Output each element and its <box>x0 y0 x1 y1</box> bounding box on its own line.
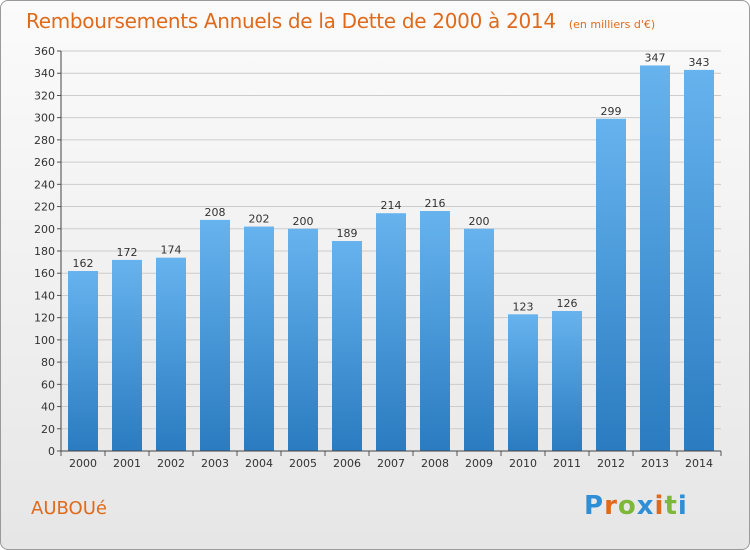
logo-letter: o <box>617 491 637 521</box>
x-tick-label: 2004 <box>245 457 273 470</box>
bar-2014 <box>684 69 714 451</box>
x-axis-ticks: 2000 2001 2002 2003 2004 2005 2006 2007 2008 2009… <box>60 451 722 470</box>
y-axis-ticks: 0 20 40 60 80 100 120 140 160 180 200 220 240 260 280 3… <box>34 45 61 458</box>
chart-title-block: Remboursements Annuels de la Dette de 20… <box>26 9 655 33</box>
chart-title: Remboursements Annuels de la Dette de 20… <box>26 9 556 33</box>
data-label-2011: 126 <box>557 297 578 310</box>
bar-2004 <box>244 226 274 451</box>
y-tick-label: 240 <box>34 178 55 191</box>
x-tick-label: 2010 <box>509 457 537 470</box>
y-tick-label: 120 <box>34 312 55 325</box>
data-label-2008: 216 <box>425 197 446 210</box>
y-tick-label: 300 <box>34 112 55 125</box>
data-label-2000: 162 <box>73 257 94 270</box>
logo-letter: i <box>677 491 688 521</box>
logo-letter: P <box>584 491 605 521</box>
data-label-2004: 202 <box>249 213 270 226</box>
y-tick-label: 0 <box>48 445 55 458</box>
x-tick-label: 2012 <box>597 457 625 470</box>
bar-2005 <box>288 228 318 451</box>
data-labels: 162 172 174 208 202 200 189 214 216 200 123 126 299 3… <box>73 51 710 313</box>
y-tick-label: 200 <box>34 223 55 236</box>
data-label-2009: 200 <box>469 215 490 228</box>
bar-2008 <box>420 211 450 451</box>
commune-name: AUBOUé <box>31 498 107 519</box>
logo-letter: x <box>636 491 655 521</box>
y-tick-label: 180 <box>34 245 55 258</box>
x-tick-label: 2009 <box>465 457 493 470</box>
logo-letter: r <box>604 491 618 521</box>
data-label-2012: 299 <box>601 105 622 118</box>
x-tick-label: 2008 <box>421 457 449 470</box>
bar-2007 <box>376 213 406 451</box>
y-tick-label: 280 <box>34 134 55 147</box>
y-tick-label: 140 <box>34 289 55 302</box>
y-tick-label: 80 <box>41 356 55 369</box>
proxiti-logo: Proxiti <box>584 491 688 521</box>
y-tick-label: 100 <box>34 334 55 347</box>
bar-2012 <box>596 118 626 452</box>
data-label-2007: 214 <box>381 199 402 212</box>
logo-letter: t <box>664 491 678 521</box>
bar-2006 <box>332 241 362 451</box>
y-tick-label: 40 <box>41 401 55 414</box>
y-tick-label: 360 <box>34 45 55 58</box>
bar-2009 <box>464 228 494 451</box>
x-tick-label: 2011 <box>553 457 581 470</box>
data-label-2003: 208 <box>205 206 226 219</box>
bar-2011 <box>552 311 582 451</box>
data-label-2006: 189 <box>337 227 358 240</box>
data-label-2010: 123 <box>513 300 534 313</box>
x-tick-label: 2007 <box>377 457 405 470</box>
y-tick-label: 320 <box>34 89 55 102</box>
bar-2000 <box>68 271 98 451</box>
bar-2013 <box>640 65 670 451</box>
data-label-2001: 172 <box>117 246 138 259</box>
bar-2002 <box>156 257 186 451</box>
data-label-2013: 347 <box>645 51 666 64</box>
bars <box>68 65 714 452</box>
x-tick-label: 2006 <box>333 457 361 470</box>
x-tick-label: 2000 <box>69 457 97 470</box>
x-tick-label: 2002 <box>157 457 185 470</box>
data-label-2005: 200 <box>293 215 314 228</box>
y-tick-label: 220 <box>34 201 55 214</box>
y-tick-label: 340 <box>34 67 55 80</box>
y-tick-label: 60 <box>41 378 55 391</box>
bar-2001 <box>112 259 142 451</box>
logo-letter: i <box>654 491 665 521</box>
x-tick-label: 2013 <box>641 457 669 470</box>
axes <box>60 51 721 452</box>
x-tick-label: 2003 <box>201 457 229 470</box>
data-label-2014: 343 <box>689 56 710 69</box>
data-label-2002: 174 <box>161 244 182 257</box>
bar-2010 <box>508 314 538 451</box>
x-tick-label: 2001 <box>113 457 141 470</box>
x-tick-label: 2014 <box>685 457 713 470</box>
y-tick-label: 160 <box>34 267 55 280</box>
chart-unit: (en milliers d'€) <box>568 18 656 31</box>
bar-2003 <box>200 219 230 451</box>
x-tick-label: 2005 <box>289 457 317 470</box>
y-tick-label: 260 <box>34 156 55 169</box>
y-tick-label: 20 <box>41 423 55 436</box>
